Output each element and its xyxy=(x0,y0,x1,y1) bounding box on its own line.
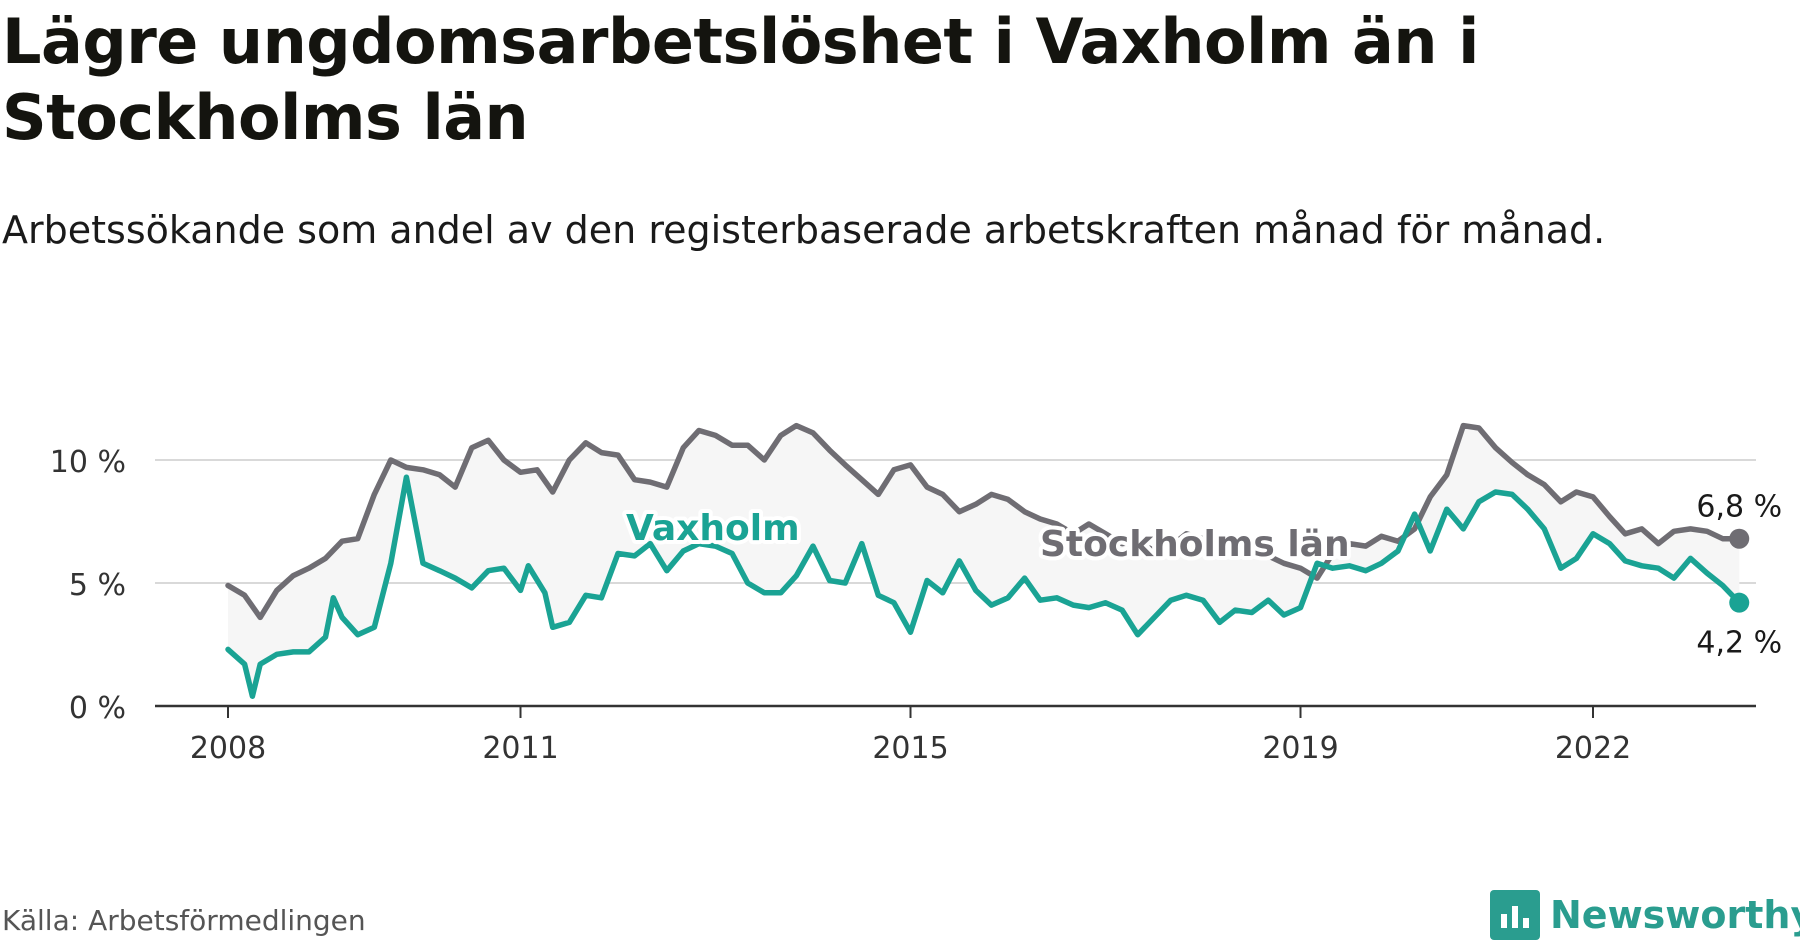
series-label-stockholms-lan: Stockholms län xyxy=(1040,524,1350,565)
x-tick-label: 2015 xyxy=(872,731,948,766)
line-chart: 0 % 5 % 10 % 2008 2011 2015 2019 2022 Vaxholm S… xyxy=(49,422,1786,766)
series-labels: Vaxholm Stockholms län 6,8 % 4,2 % xyxy=(622,486,1786,665)
y-tick-label: 0 % xyxy=(69,691,126,726)
x-tick-label: 2011 xyxy=(482,731,558,766)
x-tick-label: 2019 xyxy=(1262,731,1338,766)
chart-title: Lägre ungdomsarbetslöshet i Vaxholm än i… xyxy=(2,5,1479,154)
difference-band xyxy=(228,425,1740,697)
y-axis-ticks: 0 % 5 % 10 % xyxy=(50,445,126,726)
series-lines xyxy=(225,422,1750,699)
brand-name: Newsworthy xyxy=(1550,893,1800,937)
x-tick-label: 2008 xyxy=(190,731,266,766)
end-value-vaxholm: 4,2 % xyxy=(1696,626,1782,661)
brand-logo[interactable]: Newsworthy xyxy=(1490,885,1800,945)
end-point-marker xyxy=(1729,528,1750,549)
end-point-marker xyxy=(1729,592,1750,613)
line-vaxholm xyxy=(225,474,1743,699)
newsworthy-logo-icon xyxy=(1490,890,1540,940)
x-tick-label: 2022 xyxy=(1555,731,1631,766)
line-stockholms-lan xyxy=(225,422,1743,621)
y-tick-label: 10 % xyxy=(50,445,126,480)
y-tick-label: 5 % xyxy=(69,568,126,603)
source-note: Källa: Arbetsförmedlingen xyxy=(2,904,366,937)
end-value-stockholms-lan: 6,8 % xyxy=(1696,490,1782,525)
x-axis-ticks: 2008 2011 2015 2019 2022 xyxy=(190,706,1631,766)
chart-subtitle: Arbetssökande som andel av den registerb… xyxy=(2,208,1606,252)
series-label-vaxholm: Vaxholm xyxy=(626,508,800,549)
